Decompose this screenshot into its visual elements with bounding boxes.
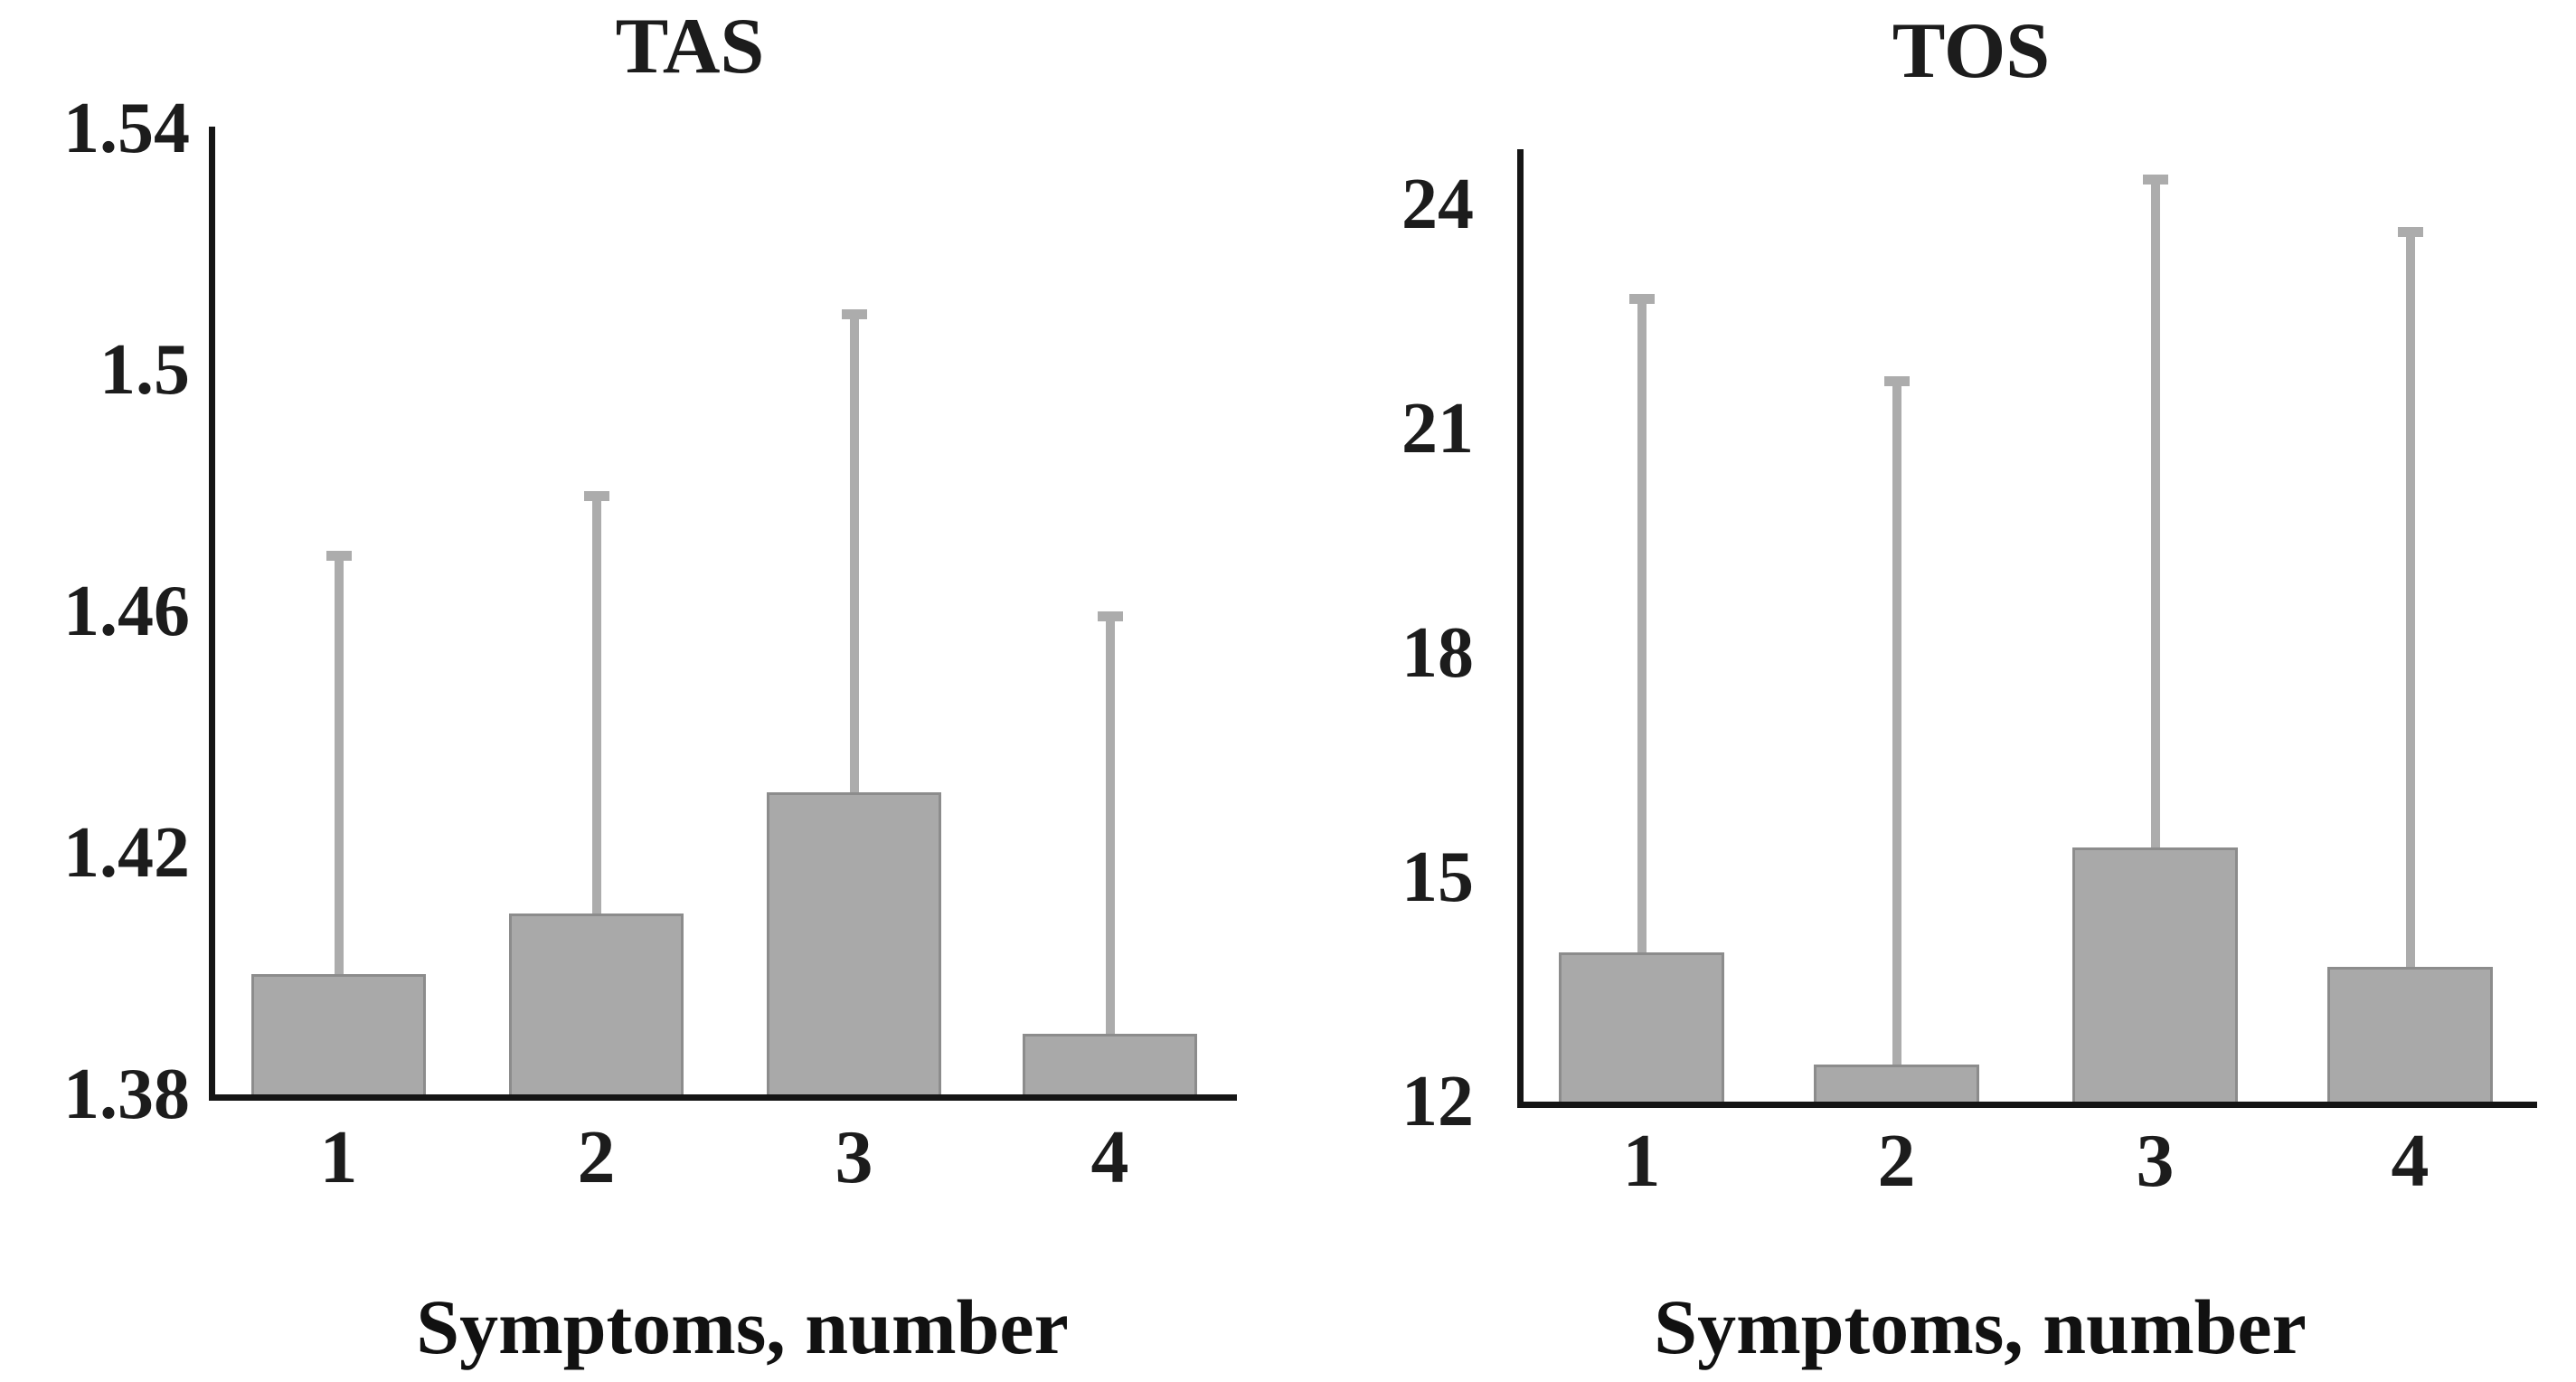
tos-ytick-18: 18 xyxy=(1401,613,1474,693)
tos-y-axis-line xyxy=(1517,149,1524,1108)
tas-error-cap-1 xyxy=(326,551,352,562)
tas-ytick-1.46: 1.46 xyxy=(63,572,190,651)
tos-xtick-3: 3 xyxy=(2136,1119,2175,1203)
tos-ytick-24: 24 xyxy=(1401,165,1474,244)
tas-error-bar-1 xyxy=(334,551,344,974)
tos-bar-3 xyxy=(2072,847,2238,1102)
tas-ytick-1.38: 1.38 xyxy=(63,1055,190,1134)
tos-xtick-1: 1 xyxy=(1622,1119,1661,1203)
tas-bar-2 xyxy=(509,913,684,1094)
tas-error-bar-2 xyxy=(591,490,601,913)
chart-title-tas: TAS xyxy=(615,3,765,90)
x-axis-title-tas: Symptoms, number xyxy=(416,1283,1069,1370)
tos-ytick-15: 15 xyxy=(1401,838,1474,917)
tos-ytick-12: 12 xyxy=(1401,1062,1474,1141)
tos-bar-4 xyxy=(2327,967,2493,1102)
tos-error-cap-4 xyxy=(2397,226,2423,237)
tas-bar-1 xyxy=(251,973,426,1094)
tas-error-cap-4 xyxy=(1097,611,1123,621)
tos-error-cap-2 xyxy=(1883,376,1910,387)
tos-chart: TOS 12 15 18 21 24 1 2 3 4 Symptoms, number xyxy=(1311,0,2576,1382)
tos-error-cap-1 xyxy=(1628,294,1655,305)
tos-bar-1 xyxy=(1559,951,1724,1102)
tas-ytick-1.54: 1.54 xyxy=(63,89,190,168)
tos-bar-2 xyxy=(1814,1064,1979,1102)
tos-ytick-21: 21 xyxy=(1401,389,1474,469)
tas-ytick-1.5: 1.5 xyxy=(99,330,190,410)
tos-x-axis-line xyxy=(1517,1102,2537,1108)
tas-bar-4 xyxy=(1023,1034,1197,1094)
tas-error-bar-3 xyxy=(849,309,859,793)
tas-ytick-1.42: 1.42 xyxy=(63,813,190,893)
tos-xtick-4: 4 xyxy=(2391,1119,2430,1203)
chart-title-tos: TOS xyxy=(1892,7,2051,95)
tas-error-cap-2 xyxy=(583,490,609,501)
tas-xtick-3: 3 xyxy=(835,1115,873,1199)
tas-xtick-4: 4 xyxy=(1090,1115,1129,1199)
tas-y-axis-line xyxy=(209,127,215,1101)
tos-xtick-2: 2 xyxy=(1877,1119,1916,1203)
tas-error-cap-3 xyxy=(841,309,867,320)
tos-error-cap-3 xyxy=(2142,174,2168,185)
tos-error-bar-1 xyxy=(1637,294,1647,952)
tos-error-bar-3 xyxy=(2150,174,2160,847)
tas-xtick-2: 2 xyxy=(577,1115,616,1199)
x-axis-title-tos: Symptoms, number xyxy=(1654,1283,2307,1370)
tas-xtick-1: 1 xyxy=(319,1115,358,1199)
tas-x-axis-line xyxy=(209,1094,1237,1101)
tas-bar-3 xyxy=(767,792,941,1094)
tas-chart: TAS 1.38 1.42 1.46 1.5 1.54 1 2 3 4 Symptoms, nu… xyxy=(63,3,1237,1370)
tos-error-bar-4 xyxy=(2405,226,2415,968)
tas-error-bar-4 xyxy=(1105,611,1115,1035)
tos-error-bar-2 xyxy=(1892,376,1901,1065)
